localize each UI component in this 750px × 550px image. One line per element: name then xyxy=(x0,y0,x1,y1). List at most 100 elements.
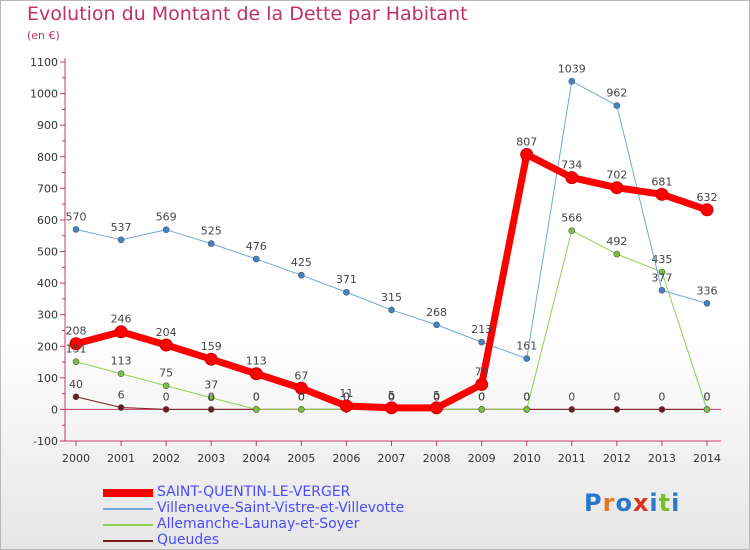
logo-letter: i xyxy=(649,489,659,517)
data-label: 79 xyxy=(475,365,489,378)
data-label: 0 xyxy=(298,390,305,403)
y-tick-label: 100 xyxy=(37,372,58,385)
y-tick-label: 400 xyxy=(37,277,58,290)
x-tick-label: 2012 xyxy=(603,452,631,465)
y-tick-label: 700 xyxy=(37,182,58,195)
data-point xyxy=(658,406,666,413)
data-point xyxy=(613,102,621,109)
data-point xyxy=(610,181,624,195)
x-tick-label: 2002 xyxy=(152,452,180,465)
logo-letter: x xyxy=(632,489,650,517)
data-label: 0 xyxy=(343,390,350,403)
legend-label: Villeneuve-Saint-Vistre-et-Villevotte xyxy=(157,500,405,516)
data-point xyxy=(568,227,576,234)
data-point xyxy=(475,377,489,391)
data-label: 113 xyxy=(111,355,132,368)
data-point xyxy=(613,250,621,258)
data-point xyxy=(69,337,83,351)
data-point xyxy=(339,399,353,413)
data-point xyxy=(72,358,80,366)
logo-letter: t xyxy=(658,489,672,517)
data-label: 807 xyxy=(516,136,537,149)
data-label: 268 xyxy=(426,306,447,319)
y-tick-label: 1000 xyxy=(30,88,58,101)
data-label: 5 xyxy=(433,389,440,402)
y-tick-label: 200 xyxy=(37,340,58,353)
chart-subtitle: (en €) xyxy=(27,29,60,42)
x-tick-label: 2010 xyxy=(513,452,541,465)
data-label: 0 xyxy=(253,390,260,403)
data-label: 315 xyxy=(381,291,402,304)
data-label: 566 xyxy=(561,212,582,225)
data-point xyxy=(204,352,218,366)
data-point xyxy=(703,299,711,307)
data-label: 0 xyxy=(388,390,395,403)
data-point xyxy=(433,321,440,329)
x-tick-label: 2004 xyxy=(242,452,270,465)
data-point xyxy=(568,406,576,413)
data-label: 113 xyxy=(246,355,267,368)
x-tick-label: 2000 xyxy=(62,452,90,465)
data-label: 0 xyxy=(568,390,575,403)
data-label: 962 xyxy=(606,87,627,100)
y-tick-label: 800 xyxy=(37,151,58,164)
data-label: 0 xyxy=(478,390,485,403)
data-point xyxy=(343,288,350,296)
x-tick-label: 2007 xyxy=(378,452,406,465)
data-point xyxy=(700,203,714,217)
data-label: 75 xyxy=(159,367,173,380)
data-label: 570 xyxy=(66,210,87,223)
data-label: 40 xyxy=(69,378,83,391)
x-tick-label: 2005 xyxy=(287,452,315,465)
x-tick-label: 2003 xyxy=(197,452,225,465)
data-label: 702 xyxy=(606,169,627,182)
data-label: 0 xyxy=(298,390,305,403)
data-point xyxy=(207,240,215,247)
data-label: 0 xyxy=(388,390,395,403)
data-point xyxy=(568,77,576,85)
data-point xyxy=(523,355,531,362)
data-label: 0 xyxy=(478,390,485,403)
data-label: 0 xyxy=(253,390,260,403)
y-tick-label: -100 xyxy=(33,435,58,448)
data-label: 425 xyxy=(291,256,312,269)
data-point xyxy=(658,287,666,294)
data-label: 208 xyxy=(66,325,87,338)
data-point xyxy=(294,381,308,395)
data-label: 37 xyxy=(204,379,218,392)
data-point xyxy=(658,268,666,276)
series-line-2 xyxy=(75,230,708,410)
data-point xyxy=(252,406,260,413)
data-label: 67 xyxy=(294,369,308,382)
data-label: 0 xyxy=(658,390,665,403)
data-point xyxy=(520,148,534,162)
x-tick-label: 2008 xyxy=(423,452,451,465)
data-point xyxy=(207,406,215,413)
data-label: 1039 xyxy=(558,62,586,75)
legend-label: Allemanche-Launay-et-Soyer xyxy=(157,516,360,532)
data-point xyxy=(114,325,128,339)
y-tick-label: 600 xyxy=(37,214,58,227)
y-tick-label: 0 xyxy=(51,403,58,416)
data-label: 0 xyxy=(433,390,440,403)
data-label: 246 xyxy=(111,313,132,326)
data-point xyxy=(298,406,305,413)
data-point xyxy=(655,187,669,201)
data-point xyxy=(430,401,444,415)
data-point xyxy=(298,271,305,279)
data-point xyxy=(117,236,125,244)
data-point xyxy=(159,338,173,352)
data-point xyxy=(72,393,80,401)
data-label: 0 xyxy=(704,390,711,403)
logo-letter: i xyxy=(671,489,681,517)
data-label: 336 xyxy=(697,284,718,297)
legend-swatch xyxy=(103,540,153,542)
data-label: 0 xyxy=(523,390,530,403)
x-tick-label: 2013 xyxy=(648,452,676,465)
legend-swatch xyxy=(103,524,153,526)
data-label: 525 xyxy=(201,225,222,238)
data-label: 0 xyxy=(163,390,170,403)
chart-title: Evolution du Montant de la Dette par Hab… xyxy=(27,3,468,25)
